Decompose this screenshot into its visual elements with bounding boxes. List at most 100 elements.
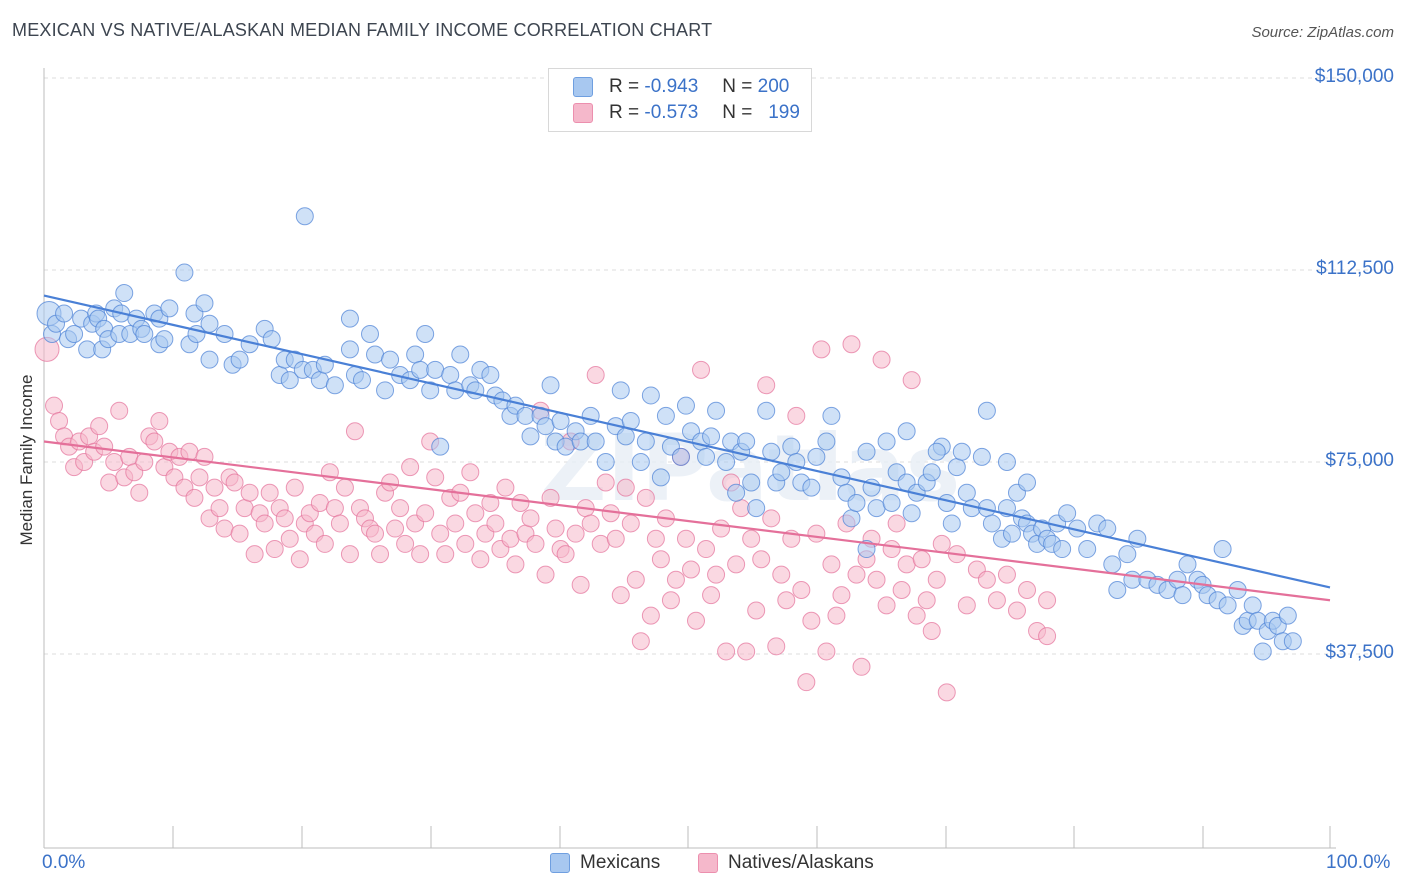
scatter-point — [396, 534, 415, 553]
scatter-point — [78, 340, 97, 359]
scatter-point — [115, 284, 134, 303]
scatter-point — [145, 432, 164, 451]
scatter-point — [265, 540, 284, 559]
scatter-point — [641, 606, 660, 625]
scatter-point — [692, 360, 711, 379]
scatter-point — [702, 586, 721, 605]
scatter-point — [371, 545, 390, 564]
scatter-point — [1213, 540, 1232, 559]
scatter-point — [822, 555, 841, 574]
scatter-point — [160, 299, 179, 318]
scatter-point — [1278, 606, 1297, 625]
scatter-point — [616, 478, 635, 497]
scatter-point — [466, 504, 485, 523]
scatter-point — [1173, 586, 1192, 605]
scatter-point — [295, 207, 314, 226]
scatter-point — [626, 570, 645, 589]
scatter-point — [606, 529, 625, 548]
scatter-point — [195, 294, 214, 313]
scatter-point — [636, 488, 655, 507]
scatter-point — [1178, 555, 1197, 574]
scatter-point — [807, 524, 826, 543]
scatter-point — [150, 412, 169, 431]
scatter-point — [340, 545, 359, 564]
scatter-point — [882, 540, 901, 559]
scatter-point — [431, 524, 450, 543]
bottom-legend-natives: Natives/Alaskans — [698, 852, 874, 874]
scatter-point — [611, 586, 630, 605]
scatter-point — [727, 483, 746, 502]
scatter-point — [922, 621, 941, 640]
scatter-point — [827, 606, 846, 625]
scatter-point — [1123, 570, 1142, 589]
scatter-point — [877, 596, 896, 615]
scatter-point — [310, 493, 329, 512]
scatter-point — [887, 514, 906, 533]
scatter-point — [175, 263, 194, 282]
scatter-point — [867, 570, 886, 589]
scatter-point — [536, 565, 555, 584]
scatter-point — [802, 478, 821, 497]
scatter-point — [646, 529, 665, 548]
scatter-point — [732, 499, 751, 518]
scatter-point — [867, 499, 886, 518]
scatter-point — [1018, 473, 1037, 492]
scatter-point — [200, 350, 219, 369]
scatter-point — [1218, 596, 1237, 615]
scatter-point — [586, 365, 605, 384]
scatter-point — [1283, 632, 1302, 651]
scatter-point — [426, 468, 445, 487]
scatter-point — [1108, 581, 1127, 599]
scatter-point — [757, 376, 776, 395]
scatter-point — [832, 586, 851, 605]
scatter-point — [842, 335, 861, 354]
scatter-point — [596, 473, 615, 492]
scatter-point — [1253, 642, 1272, 661]
scatter-point — [486, 514, 505, 533]
scatter-point — [95, 437, 114, 456]
scatter-point — [927, 442, 946, 461]
scatter-point — [817, 432, 836, 451]
scatter-point — [496, 478, 515, 497]
scatter-point — [772, 565, 791, 584]
scatter-point — [155, 330, 174, 349]
legend-n-value: 199 — [768, 102, 800, 123]
scatter-point — [536, 417, 555, 436]
scatter-point — [922, 463, 941, 482]
bottom-legend-label: Mexicans — [580, 852, 661, 873]
bottom-legend-swatch-pink — [698, 853, 718, 873]
scatter-point — [511, 493, 530, 512]
scatter-point — [406, 345, 425, 364]
scatter-point — [421, 381, 440, 400]
scatter-point — [411, 545, 430, 564]
scatter-point — [230, 350, 249, 369]
scatter-point — [330, 514, 349, 533]
scatter-point — [446, 514, 465, 533]
legend-n-label: N = — [722, 102, 753, 123]
scatter-point — [912, 550, 931, 569]
scatter-point — [702, 427, 721, 446]
scatter-point — [361, 325, 380, 343]
scatter-point — [892, 581, 911, 599]
scatter-point — [942, 514, 961, 533]
scatter-point — [902, 371, 921, 390]
scatter-point — [471, 550, 490, 569]
scatter-point — [255, 514, 274, 533]
scatter-point — [621, 514, 640, 533]
scatter-point — [1007, 601, 1026, 620]
scatter-point — [280, 529, 299, 548]
scatter-point — [45, 396, 64, 415]
scatter-point — [937, 683, 956, 702]
scatter-point — [1018, 581, 1037, 599]
scatter-point — [366, 345, 385, 364]
scatter-point — [541, 376, 560, 395]
scatter-point — [847, 565, 866, 584]
scatter-point — [997, 565, 1016, 584]
scatter-point — [842, 509, 861, 528]
scatter-point — [501, 529, 520, 548]
scatter-point — [817, 642, 836, 661]
legend-n-value: 200 — [757, 76, 790, 97]
scatter-point — [65, 325, 84, 343]
scatter-point — [230, 524, 249, 543]
